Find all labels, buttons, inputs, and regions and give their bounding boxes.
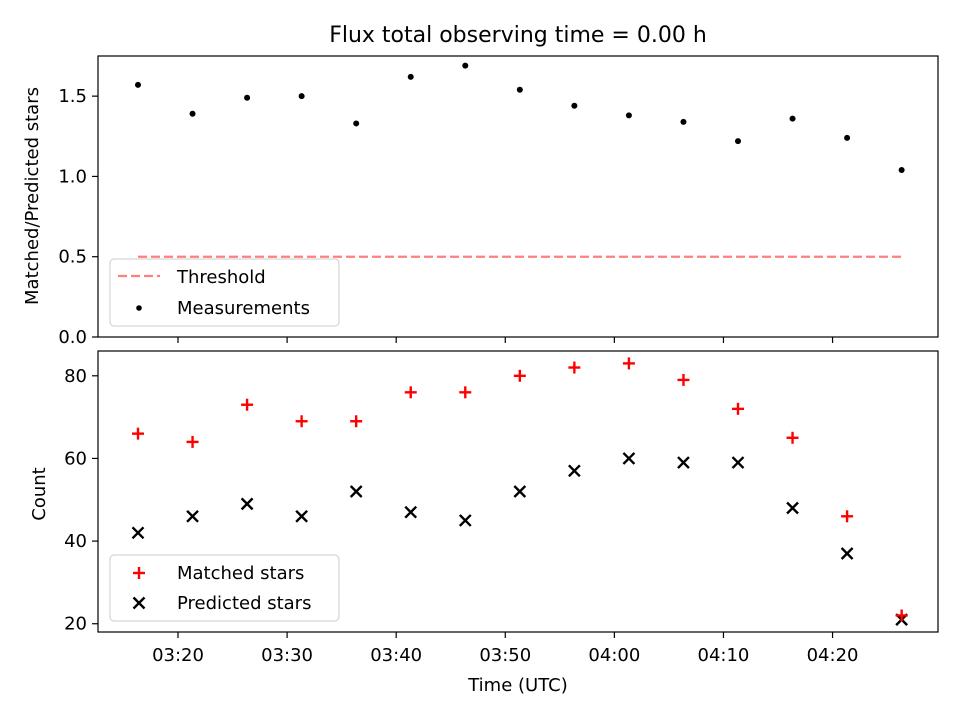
count-y-tick-label: 80 bbox=[64, 366, 87, 387]
count-x-tick-label: 04:20 bbox=[807, 645, 859, 666]
ratio-x-ticks bbox=[177, 337, 834, 343]
count-legend: Matched stars Predicted stars bbox=[109, 554, 340, 622]
matched-star-point bbox=[241, 398, 254, 411]
matched-star-point bbox=[132, 427, 144, 440]
measurement-point bbox=[898, 167, 905, 174]
count-y-ticks: 20 40 60 80 bbox=[64, 366, 98, 635]
count-y-tick-label: 40 bbox=[64, 531, 87, 552]
threshold-legend-label: Threshold bbox=[176, 267, 266, 288]
predicted-star-point bbox=[458, 514, 472, 527]
measurement-point bbox=[735, 138, 741, 145]
count-x-tick-label: 03:20 bbox=[152, 645, 204, 666]
ratio-y-tick-label: 0.0 bbox=[58, 327, 87, 348]
count-x-tick-label: 03:30 bbox=[261, 645, 313, 666]
matched-star-point bbox=[350, 415, 363, 428]
predicted-star-point bbox=[349, 485, 363, 498]
ratio-panel: 0.0 0.5 1.0 1.5 Matched/Predicted stars Thr… bbox=[22, 55, 939, 348]
predicted-star-point bbox=[513, 485, 527, 498]
matched-star-point bbox=[295, 415, 308, 428]
measurement-point bbox=[789, 115, 796, 122]
count-legend-box bbox=[109, 554, 340, 622]
predicted-star-point bbox=[622, 452, 636, 465]
predicted-star-point bbox=[677, 456, 690, 469]
measurement-point bbox=[189, 110, 196, 117]
ratio-plot-frame bbox=[97, 55, 939, 338]
measurement-point bbox=[244, 94, 251, 101]
count-y-tick-label: 60 bbox=[64, 448, 87, 469]
ratio-y-tick-label: 1.5 bbox=[58, 86, 87, 107]
ratio-legend: Threshold Measurements bbox=[109, 258, 340, 327]
predicted-star-point bbox=[240, 497, 254, 511]
predicted-stars-legend-label: Predicted stars bbox=[177, 593, 311, 614]
measurement-point bbox=[353, 120, 360, 127]
count-x-tick-label: 03:50 bbox=[479, 645, 531, 666]
matched-star-point bbox=[459, 386, 472, 399]
matched-star-point bbox=[404, 386, 417, 399]
ratio-y-tick-label: 0.5 bbox=[58, 247, 87, 268]
matched-stars-legend-swatch bbox=[133, 567, 145, 579]
count-x-tick-label: 04:10 bbox=[698, 645, 750, 666]
measurement-point bbox=[135, 81, 141, 88]
matched-star-point bbox=[841, 510, 854, 523]
matched-star-point bbox=[513, 369, 526, 382]
matched-star-point bbox=[186, 435, 199, 448]
count-x-tick-label: 03:40 bbox=[370, 645, 422, 666]
measurement-point bbox=[516, 86, 523, 93]
matched-stars-legend-label: Matched stars bbox=[177, 563, 304, 584]
ratio-y-axis-label: Matched/Predicted stars bbox=[22, 87, 43, 305]
predicted-star-point bbox=[840, 547, 854, 560]
predicted-star-point bbox=[786, 501, 799, 515]
predicted-star-point bbox=[731, 456, 745, 469]
matched-star-point bbox=[786, 431, 799, 444]
matched-star-point bbox=[622, 357, 635, 370]
measurement-point bbox=[407, 73, 414, 80]
predicted-star-point bbox=[295, 509, 308, 523]
matched-star-point bbox=[732, 402, 744, 415]
matched-stars-legend-marker bbox=[133, 567, 145, 579]
ratio-legend-box bbox=[109, 258, 340, 327]
figure-title: Flux total observing time = 0.00 h bbox=[329, 23, 707, 48]
predicted-star-point bbox=[404, 505, 418, 519]
count-points bbox=[131, 357, 908, 626]
measurements-legend-swatch bbox=[136, 305, 142, 311]
ratio-y-tick-label: 1.0 bbox=[58, 166, 87, 187]
measurement-point bbox=[625, 112, 632, 119]
measurement-point bbox=[462, 62, 469, 69]
measurement-point bbox=[680, 118, 687, 125]
predicted-star-point bbox=[131, 526, 145, 540]
count-y-tick-label: 20 bbox=[64, 614, 87, 635]
measurement-point bbox=[844, 134, 851, 141]
measurement-point bbox=[298, 93, 305, 100]
predicted-star-point bbox=[186, 509, 199, 523]
matched-star-point bbox=[677, 373, 690, 386]
count-x-ticks: 03:20 03:30 03:40 03:50 04:00 04:10 04:20 bbox=[152, 632, 858, 666]
matched-star-point bbox=[568, 361, 581, 374]
matched-star-point bbox=[895, 609, 908, 622]
ratio-y-ticks: 0.0 0.5 1.0 1.5 bbox=[58, 86, 98, 348]
x-axis-label: Time (UTC) bbox=[467, 675, 568, 696]
count-x-tick-label: 04:00 bbox=[588, 645, 640, 666]
measurements-legend-label: Measurements bbox=[177, 298, 310, 319]
count-plot-frame bbox=[97, 350, 939, 633]
predicted-stars-legend-swatch bbox=[132, 596, 146, 610]
predicted-stars-legend-marker bbox=[132, 596, 146, 610]
measurements-points bbox=[135, 62, 905, 174]
measurement-point bbox=[571, 102, 578, 109]
predicted-star-point bbox=[568, 464, 581, 478]
count-y-axis-label: Count bbox=[29, 467, 50, 520]
